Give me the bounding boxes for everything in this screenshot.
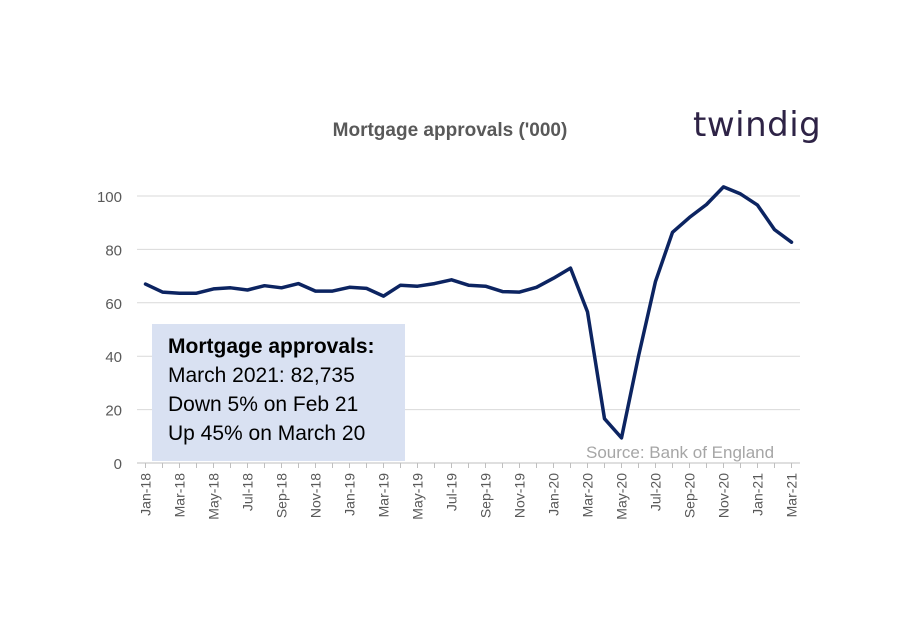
data-point — [620, 436, 623, 439]
data-point — [552, 277, 555, 280]
data-point — [790, 241, 793, 244]
x-tick-label: Mar-20 — [580, 473, 596, 518]
y-axis-ticks: 0 20 40 60 80 100 — [97, 189, 122, 473]
data-point — [382, 295, 385, 298]
x-tick-label: Nov-19 — [512, 473, 528, 518]
y-tick-label: 40 — [105, 349, 122, 366]
data-point — [637, 355, 640, 358]
chart-title: Mortgage approvals ('000) — [333, 120, 568, 141]
x-tick-label: Jan-20 — [546, 473, 562, 516]
y-tick-label: 20 — [105, 403, 122, 420]
data-point — [773, 228, 776, 231]
data-point — [229, 286, 232, 289]
data-point — [246, 288, 249, 291]
data-point — [314, 290, 317, 293]
data-point — [161, 291, 164, 294]
x-axis-ticks: Jan-18 Mar-18 May-18 Jul-18 Sep-18 Nov-18 Jan-… — [138, 463, 800, 520]
data-point — [178, 292, 181, 295]
data-point — [705, 203, 708, 206]
data-point — [195, 292, 198, 295]
x-tick-label: Sep-18 — [274, 473, 290, 518]
y-tick-label: 80 — [105, 242, 122, 259]
x-tick-label: May-18 — [206, 473, 222, 520]
x-tick-label: Sep-20 — [682, 473, 698, 518]
data-point — [501, 290, 504, 293]
data-point — [280, 286, 283, 289]
source-note: Source: Bank of England — [586, 443, 775, 462]
x-tick-label: Jul-18 — [240, 473, 256, 511]
x-tick-label: Jul-20 — [648, 473, 664, 511]
data-point — [297, 282, 300, 285]
twindig-logo: twindig — [693, 105, 822, 145]
x-tick-label: Mar-19 — [376, 473, 392, 518]
data-point — [688, 216, 691, 219]
x-tick-label: Nov-20 — [716, 473, 732, 518]
series-layer — [143, 185, 794, 440]
y-tick-label: 100 — [97, 189, 122, 206]
data-point — [433, 282, 436, 285]
x-tick-label: Mar-21 — [784, 473, 800, 518]
data-point — [450, 278, 453, 281]
x-tick-label: Nov-18 — [308, 473, 324, 518]
x-tick-label: May-19 — [410, 473, 426, 520]
series-line — [143, 185, 794, 440]
callout-line-current: March 2021: 82,735 — [168, 364, 355, 387]
data-point — [518, 291, 521, 294]
x-tick-label: Mar-18 — [172, 473, 188, 518]
x-tick-label: Sep-19 — [478, 473, 494, 518]
data-point — [671, 231, 674, 234]
data-point — [416, 285, 419, 288]
data-point — [263, 284, 266, 287]
data-point — [569, 267, 572, 270]
data-point — [603, 417, 606, 420]
data-point — [756, 204, 759, 207]
data-point — [331, 290, 334, 293]
y-tick-label: 60 — [105, 296, 122, 313]
x-tick-label: May-20 — [614, 473, 630, 520]
data-point — [739, 192, 742, 195]
data-point — [467, 284, 470, 287]
data-point — [535, 286, 538, 289]
summary-callout: Mortgage approvals: March 2021: 82,735 D… — [152, 324, 405, 461]
data-point — [348, 286, 351, 289]
y-tick-label: 0 — [114, 456, 122, 473]
x-tick-label: Jul-19 — [444, 473, 460, 511]
callout-line-monthly-change: Down 5% on Feb 21 — [168, 393, 359, 416]
data-point — [484, 285, 487, 288]
data-point — [586, 310, 589, 313]
callout-title: Mortgage approvals: — [168, 335, 375, 358]
data-point — [365, 287, 368, 290]
data-point — [399, 284, 402, 287]
x-tick-label: Jan-19 — [342, 473, 358, 516]
x-tick-label: Jan-21 — [750, 473, 766, 516]
data-point — [144, 283, 147, 286]
data-point — [654, 280, 657, 283]
x-tick-label: Jan-18 — [138, 473, 154, 516]
data-point — [722, 185, 725, 188]
data-point — [212, 287, 215, 290]
callout-line-annual-change: Up 45% on March 20 — [168, 422, 366, 445]
